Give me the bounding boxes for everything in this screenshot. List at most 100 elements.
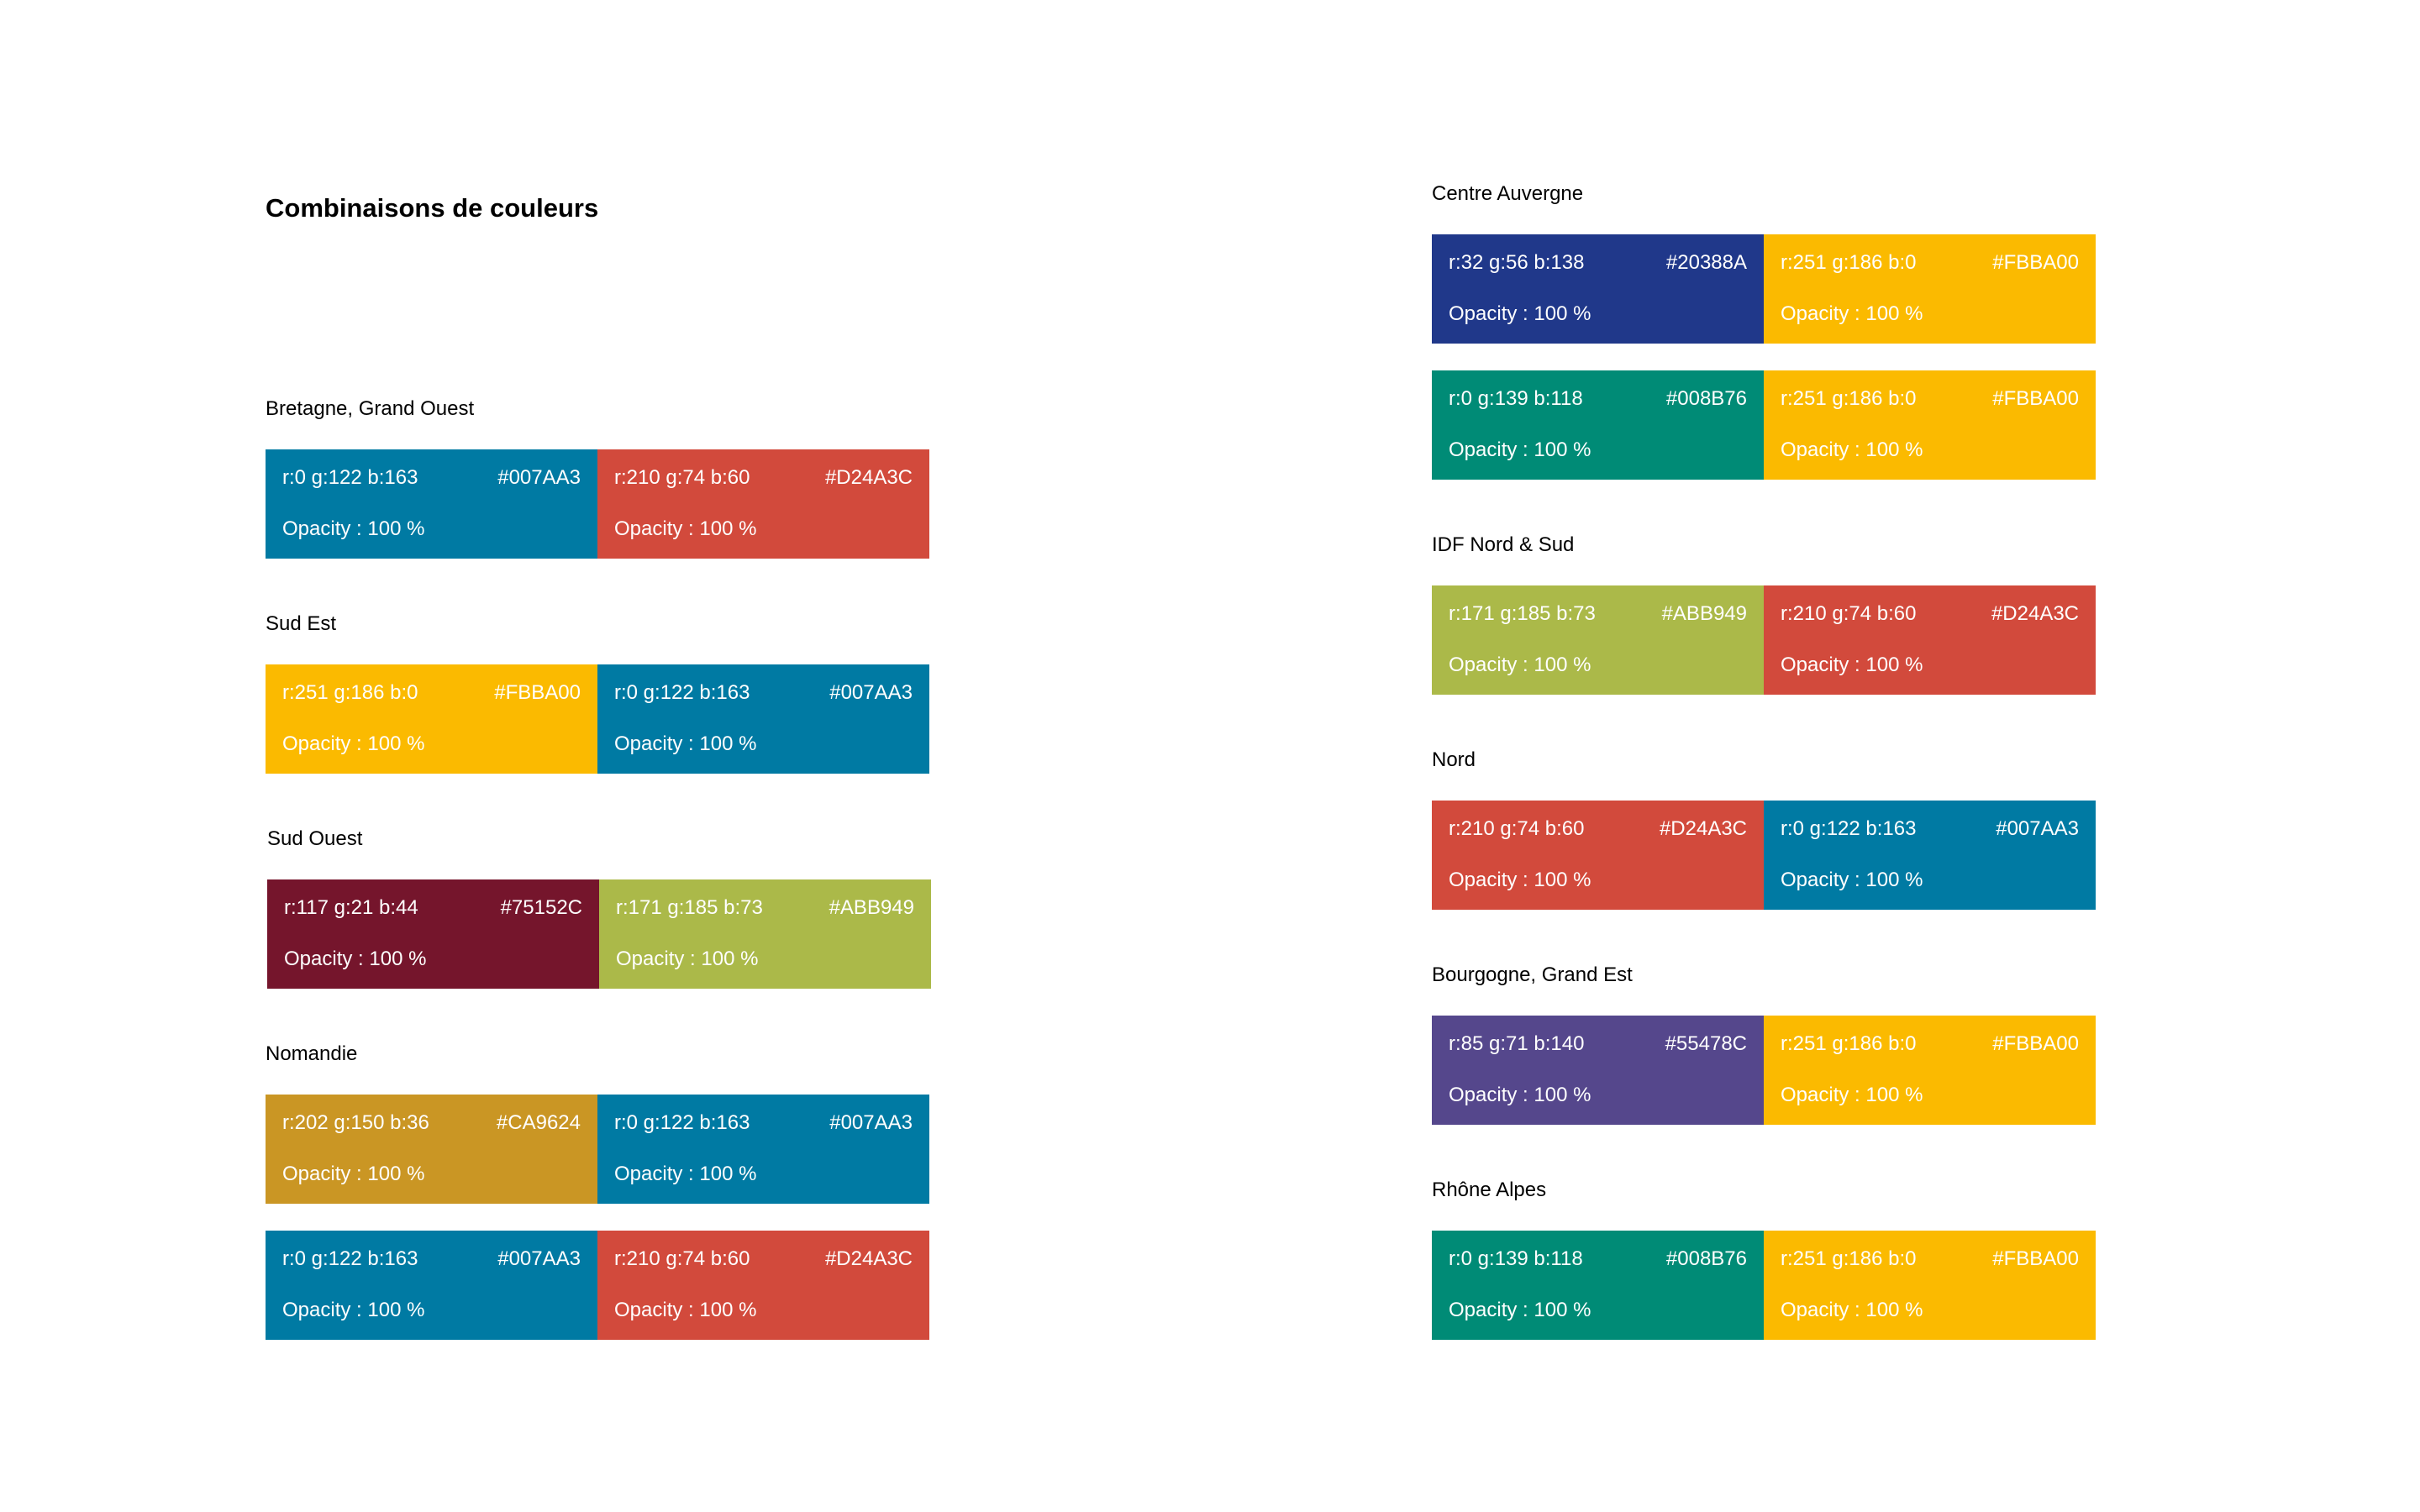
color-swatch-jaune: r:251 g:186 b:0 #FBBA00 Opacity : 100 % xyxy=(1764,1016,2096,1125)
color-combination: r:85 g:71 b:140 #55478C Opacity : 100 % r:2… xyxy=(1432,1016,2096,1125)
section-title: Sud Est xyxy=(266,612,337,635)
opacity-value: Opacity : 100 % xyxy=(614,1163,757,1185)
color-combination: r:117 g:21 b:44 #75152C Opacity : 100 % r:1… xyxy=(267,879,931,989)
opacity-value: Opacity : 100 % xyxy=(284,948,427,970)
color-swatch-bleu: r:0 g:122 b:163 #007AA3 Opacity : 100 % xyxy=(1764,801,2096,910)
color-swatch-bleu: r:0 g:122 b:163 #007AA3 Opacity : 100 % xyxy=(597,664,929,774)
hex-value: #55478C xyxy=(1665,1032,1747,1055)
rgb-value: r:0 g:122 b:163 xyxy=(282,1247,418,1270)
section-title: Bourgogne, Grand Est xyxy=(1432,963,1633,986)
color-combination: r:171 g:185 b:73 #ABB949 Opacity : 100 % r:… xyxy=(1432,585,2096,695)
hex-value: #007AA3 xyxy=(1996,817,2079,840)
hex-value: #FBBA00 xyxy=(1992,387,2079,410)
color-swatch-rouge: r:210 g:74 b:60 #D24A3C Opacity : 100 % xyxy=(1432,801,1764,910)
color-swatch-rouge: r:210 g:74 b:60 #D24A3C Opacity : 100 % xyxy=(1764,585,2096,695)
rgb-value: r:251 g:186 b:0 xyxy=(1781,387,1917,410)
hex-value: #FBBA00 xyxy=(494,681,581,704)
hex-value: #D24A3C xyxy=(1659,817,1747,840)
opacity-value: Opacity : 100 % xyxy=(1781,654,1923,676)
rgb-value: r:251 g:186 b:0 xyxy=(1781,1032,1917,1055)
opacity-value: Opacity : 100 % xyxy=(282,732,425,755)
rgb-value: r:32 g:56 b:138 xyxy=(1449,251,1585,274)
opacity-value: Opacity : 100 % xyxy=(614,732,757,755)
hex-value: #008B76 xyxy=(1665,1247,1747,1270)
color-swatch-jaune: r:251 g:186 b:0 #FBBA00 Opacity : 100 % xyxy=(1764,1231,2096,1340)
rgb-value: r:210 g:74 b:60 xyxy=(1449,817,1585,840)
color-swatch-rouge: r:210 g:74 b:60 #D24A3C Opacity : 100 % xyxy=(597,449,929,559)
rgb-value: r:202 g:150 b:36 xyxy=(282,1111,429,1134)
rgb-value: r:0 g:122 b:163 xyxy=(282,466,418,489)
color-swatch-violet: r:85 g:71 b:140 #55478C Opacity : 100 % xyxy=(1432,1016,1764,1125)
page-title: Combinaisons de couleurs xyxy=(266,193,599,223)
color-combination: r:0 g:122 b:163 #007AA3 Opacity : 100 % r:2… xyxy=(266,449,929,559)
opacity-value: Opacity : 100 % xyxy=(1449,869,1591,891)
opacity-value: Opacity : 100 % xyxy=(1781,438,1923,461)
color-swatch-bordeaux: r:117 g:21 b:44 #75152C Opacity : 100 % xyxy=(267,879,599,989)
hex-value: #ABB949 xyxy=(1661,602,1747,625)
opacity-value: Opacity : 100 % xyxy=(282,517,425,540)
hex-value: #75152C xyxy=(500,896,582,919)
hex-value: #007AA3 xyxy=(497,1247,581,1270)
color-swatch-jaune: r:251 g:186 b:0 #FBBA00 Opacity : 100 % xyxy=(1764,370,2096,480)
color-combination: r:202 g:150 b:36 #CA9624 Opacity : 100 % r:… xyxy=(266,1095,929,1204)
color-swatch-vert-clair: r:171 g:185 b:73 #ABB949 Opacity : 100 % xyxy=(599,879,931,989)
color-swatch-vert-clair: r:171 g:185 b:73 #ABB949 Opacity : 100 % xyxy=(1432,585,1764,695)
rgb-value: r:0 g:139 b:118 xyxy=(1449,1247,1583,1270)
section-title: IDF Nord & Sud xyxy=(1432,533,1575,556)
opacity-value: Opacity : 100 % xyxy=(1781,302,1923,325)
section-title: Nomandie xyxy=(266,1042,358,1065)
rgb-value: r:210 g:74 b:60 xyxy=(1781,602,1917,625)
hex-value: #008B76 xyxy=(1665,387,1747,410)
section-title: Nord xyxy=(1432,748,1476,771)
rgb-value: r:251 g:186 b:0 xyxy=(1781,251,1917,274)
rgb-value: r:85 g:71 b:140 xyxy=(1449,1032,1585,1055)
color-swatch-bleu: r:0 g:122 b:163 #007AA3 Opacity : 100 % xyxy=(597,1095,929,1204)
opacity-value: Opacity : 100 % xyxy=(616,948,759,970)
opacity-value: Opacity : 100 % xyxy=(1449,438,1591,461)
rgb-value: r:251 g:186 b:0 xyxy=(282,681,418,704)
color-swatch-bleu: r:0 g:122 b:163 #007AA3 Opacity : 100 % xyxy=(266,1231,597,1340)
color-swatch-bleu-fonce: r:32 g:56 b:138 #20388A Opacity : 100 % xyxy=(1432,234,1764,344)
hex-value: #ABB949 xyxy=(829,896,914,919)
hex-value: #007AA3 xyxy=(497,466,581,489)
color-swatch-bleu: r:0 g:122 b:163 #007AA3 Opacity : 100 % xyxy=(266,449,597,559)
opacity-value: Opacity : 100 % xyxy=(1781,869,1923,891)
hex-value: #D24A3C xyxy=(824,466,913,489)
rgb-value: r:171 g:185 b:73 xyxy=(1449,602,1596,625)
opacity-value: Opacity : 100 % xyxy=(1781,1084,1923,1106)
opacity-value: Opacity : 100 % xyxy=(1781,1299,1923,1321)
color-combination: r:251 g:186 b:0 #FBBA00 Opacity : 100 % r:0… xyxy=(266,664,929,774)
hex-value: #007AA3 xyxy=(829,681,913,704)
rgb-value: r:0 g:139 b:118 xyxy=(1449,387,1583,410)
rgb-value: r:0 g:122 b:163 xyxy=(614,1111,750,1134)
color-swatch-vert: r:0 g:139 b:118 #008B76 Opacity : 100 % xyxy=(1432,1231,1764,1340)
section-title: Bretagne, Grand Ouest xyxy=(266,397,475,420)
hex-value: #FBBA00 xyxy=(1992,1032,2079,1055)
hex-value: #20388A xyxy=(1665,251,1747,274)
color-combination: r:0 g:139 b:118 #008B76 Opacity : 100 % r:2… xyxy=(1432,370,2096,480)
hex-value: #CA9624 xyxy=(496,1111,581,1134)
color-combination: r:0 g:122 b:163 #007AA3 Opacity : 100 % r:2… xyxy=(266,1231,929,1340)
color-combination: r:0 g:139 b:118 #008B76 Opacity : 100 % r:2… xyxy=(1432,1231,2096,1340)
color-swatch-jaune: r:251 g:186 b:0 #FBBA00 Opacity : 100 % xyxy=(266,664,597,774)
opacity-value: Opacity : 100 % xyxy=(1449,1084,1591,1106)
opacity-value: Opacity : 100 % xyxy=(614,1299,757,1321)
rgb-value: r:251 g:186 b:0 xyxy=(1781,1247,1917,1270)
hex-value: #D24A3C xyxy=(824,1247,913,1270)
opacity-value: Opacity : 100 % xyxy=(1449,302,1591,325)
rgb-value: r:210 g:74 b:60 xyxy=(614,466,750,489)
section-title: Centre Auvergne xyxy=(1432,182,1584,205)
color-swatch-vert: r:0 g:139 b:118 #008B76 Opacity : 100 % xyxy=(1432,370,1764,480)
hex-value: #FBBA00 xyxy=(1992,251,2079,274)
opacity-value: Opacity : 100 % xyxy=(614,517,757,540)
opacity-value: Opacity : 100 % xyxy=(282,1163,425,1185)
rgb-value: r:0 g:122 b:163 xyxy=(614,681,750,704)
color-combination: r:32 g:56 b:138 #20388A Opacity : 100 % r:2… xyxy=(1432,234,2096,344)
rgb-value: r:171 g:185 b:73 xyxy=(616,896,763,919)
rgb-value: r:210 g:74 b:60 xyxy=(614,1247,750,1270)
opacity-value: Opacity : 100 % xyxy=(1449,1299,1591,1321)
color-swatch-ocre: r:202 g:150 b:36 #CA9624 Opacity : 100 % xyxy=(266,1095,597,1204)
hex-value: #007AA3 xyxy=(829,1111,913,1134)
hex-value: #D24A3C xyxy=(1991,602,2079,625)
